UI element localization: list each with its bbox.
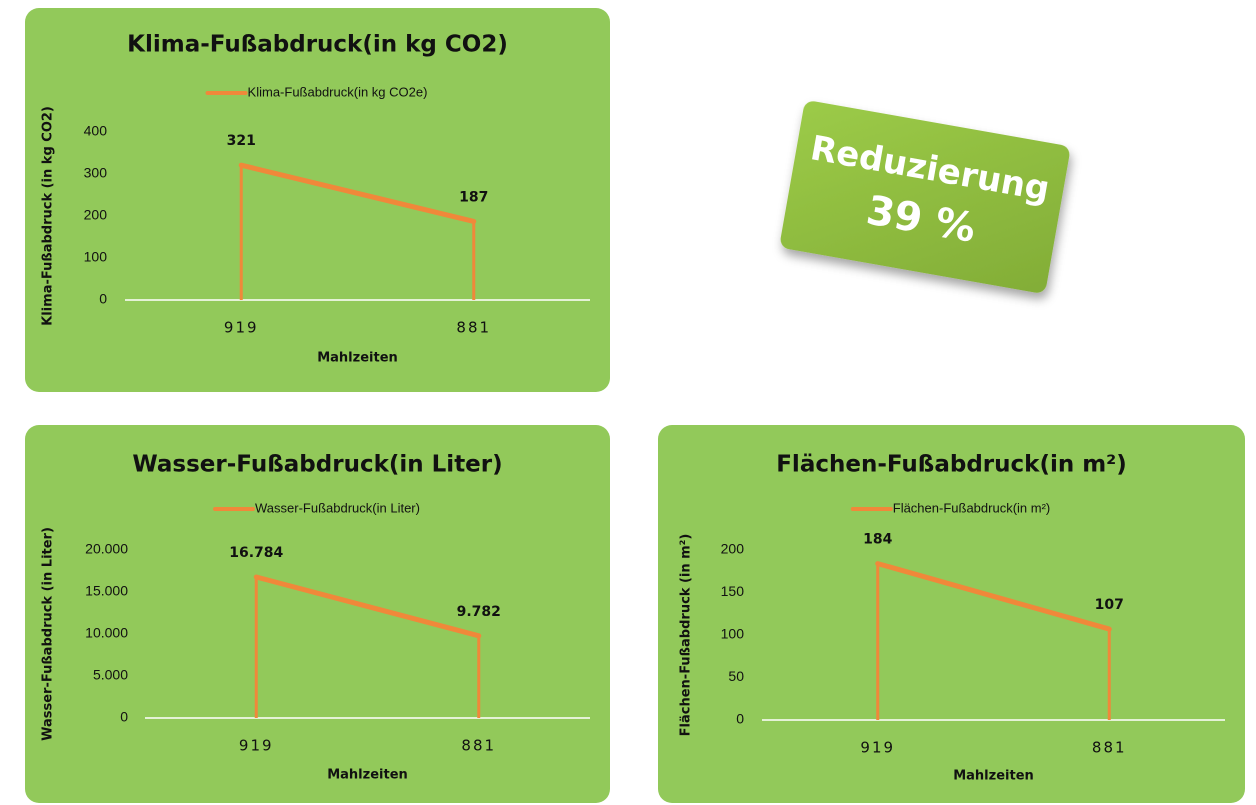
y-tick-label: 20.000	[85, 541, 128, 557]
x-tick-label: 881	[456, 319, 491, 337]
y-tick-label: 10.000	[85, 625, 128, 641]
x-tick-label: 919	[239, 737, 274, 755]
data-label: 9.782	[457, 604, 501, 620]
x-tick-label: 881	[461, 737, 496, 755]
chart-title: Klima-Fußabdruck(in kg CO2)	[127, 32, 508, 58]
series-line	[253, 574, 482, 639]
panel-background	[658, 425, 1245, 803]
panel-background	[25, 425, 610, 803]
chart-panel: Wasser-Fußabdruck(in Liter) 0 5.000 10.000 1…	[25, 425, 610, 803]
y-axis-label: Wasser-Fußabdruck (in Liter)	[41, 527, 56, 741]
chart-title: Flächen-Fußabdruck(in m²)	[776, 452, 1127, 478]
y-tick-label: 5.000	[93, 667, 128, 683]
x-tick-label: 919	[860, 739, 895, 757]
y-tick-label: 100	[721, 626, 745, 642]
y-tick-label: 150	[721, 583, 745, 599]
badge: Reduzierung 39 %	[780, 101, 1070, 293]
data-label: 16.784	[229, 545, 283, 561]
badge-box	[780, 101, 1070, 293]
data-label: 187	[459, 189, 488, 205]
x-axis-label: Mahlzeiten	[327, 768, 408, 783]
y-tick-label: 200	[84, 207, 108, 223]
y-tick-label: 0	[736, 711, 744, 727]
chart-panel: Flächen-Fußabdruck(in m²) 0 50 100 150 200 919…	[658, 425, 1245, 803]
series-line	[238, 162, 477, 224]
y-tick-label: 100	[84, 249, 108, 265]
x-tick-label: 881	[1092, 739, 1127, 757]
y-axis-label: Flächen-Fußabdruck (in m²)	[679, 534, 694, 737]
legend-label: Wasser-Fußabdruck(in Liter)	[255, 500, 420, 515]
series-line	[875, 561, 1112, 632]
panel-background	[25, 8, 610, 392]
chart-panel: Klima-Fußabdruck(in kg CO2) 0 100 200 300 400…	[25, 8, 610, 392]
y-tick-label: 300	[84, 165, 108, 181]
y-tick-label: 15.000	[85, 583, 128, 599]
y-tick-label: 0	[99, 291, 107, 307]
legend-label: Flächen-Fußabdruck(in m²)	[893, 500, 1051, 515]
y-tick-label: 400	[84, 123, 108, 139]
data-label: 107	[1095, 597, 1124, 613]
chart-title: Wasser-Fußabdruck(in Liter)	[132, 452, 502, 478]
data-label: 184	[863, 532, 892, 548]
x-tick-label: 919	[224, 319, 259, 337]
y-tick-label: 0	[120, 709, 128, 725]
x-axis-label: Mahlzeiten	[953, 769, 1034, 784]
y-axis-label: Klima-Fußabdruck (in kg CO2)	[41, 106, 56, 326]
y-tick-label: 50	[728, 668, 744, 684]
data-label: 321	[227, 133, 256, 149]
legend-label: Klima-Fußabdruck(in kg CO2e)	[248, 84, 428, 99]
y-tick-label: 200	[721, 541, 745, 557]
x-axis-label: Mahlzeiten	[317, 351, 398, 366]
